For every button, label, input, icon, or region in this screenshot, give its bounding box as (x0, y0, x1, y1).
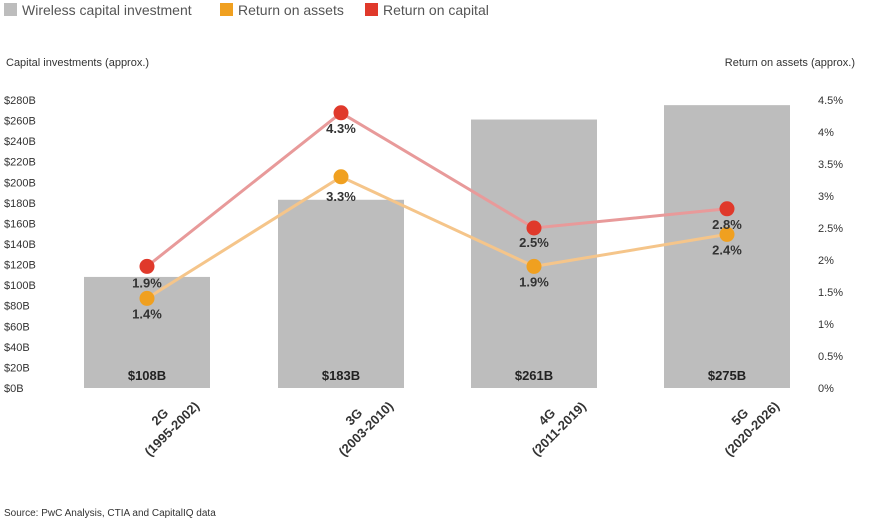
series-line-2 (146, 110, 728, 268)
legend-swatch-0 (4, 3, 17, 16)
right-tick-label: 3.5% (818, 159, 843, 171)
category-label-group: 3G(2003-2010) (335, 398, 396, 459)
left-tick-label: $280B (4, 95, 36, 107)
right-tick-label: 1% (818, 319, 834, 331)
bar-value-label: $183B (322, 368, 360, 383)
series-point-1 (139, 290, 155, 306)
category-label-years: (2011-2019) (529, 399, 589, 459)
right-tick-label: 2.5% (818, 223, 843, 235)
series-point-label-2: 4.3% (326, 121, 356, 136)
left-tick-label: $0B (4, 383, 24, 395)
left-tick-label: $20B (4, 362, 30, 374)
series-point-label-1: 1.4% (132, 306, 162, 321)
legend-swatch-2 (365, 3, 378, 16)
legend-swatch-1 (220, 3, 233, 16)
right-tick-label: 2% (818, 255, 834, 267)
left-tick-label: $260B (4, 116, 36, 128)
left-tick-label: $40B (4, 342, 30, 354)
series-point-2 (719, 201, 735, 217)
left-tick-label: $160B (4, 218, 36, 230)
left-axis: $0B $20B $40B $60B $80B $100B $120B $140B $160B $… (4, 95, 36, 395)
series-point-1 (333, 169, 349, 185)
bar-value-label: $108B (128, 368, 166, 383)
category-label-years: (2003-2010) (335, 398, 396, 459)
series-point-label-2: 2.8% (712, 217, 742, 232)
series-point-1 (719, 226, 735, 242)
category-label-years: (1995-2002) (141, 398, 202, 459)
left-tick-label: $180B (4, 198, 36, 210)
left-tick-label: $240B (4, 136, 36, 148)
bar-value-label: $275B (708, 368, 746, 383)
left-tick-label: $220B (4, 157, 36, 169)
lines: 1.4% 3.3% 1.9% 2.4% 1.9% 4.3% 2.5% 2.8% (132, 105, 742, 321)
left-tick-label: $140B (4, 239, 36, 251)
series-point-label-2: 2.5% (519, 235, 549, 250)
bar-value-label: $261B (515, 368, 553, 383)
series-point-label-1: 2.4% (712, 242, 742, 257)
left-tick-label: $200B (4, 177, 36, 189)
bar (471, 119, 597, 389)
category-label-group: 4G(2011-2019) (529, 399, 589, 459)
bar (278, 199, 404, 388)
series-point-label-1: 3.3% (326, 189, 356, 204)
series-line-1 (146, 175, 728, 300)
legend-label-1: Return on assets (238, 2, 344, 18)
series-point-1 (526, 258, 542, 274)
left-tick-label: $60B (4, 321, 30, 333)
category-label-group: 5G(2020-2026) (721, 398, 782, 459)
left-axis-title: Capital investments (approx.) (6, 57, 149, 69)
series-point-2 (333, 105, 349, 121)
left-tick-label: $120B (4, 260, 36, 272)
series-point-label-1: 1.9% (519, 274, 549, 289)
bar (664, 105, 790, 389)
right-axis: 0% 0.5% 1% 1.5% 2% 2.5% 3% 3.5% 4% 4.5% (818, 95, 843, 395)
left-tick-label: $100B (4, 280, 36, 292)
category-labels: 2G(1995-2002) 3G(2003-2010) 4G(2011-2019) 5… (141, 398, 782, 459)
series-point-2 (526, 220, 542, 236)
legend-label-2: Return on capital (383, 2, 489, 18)
left-tick-label: $80B (4, 301, 30, 313)
right-tick-label: 0% (818, 383, 834, 395)
source-note: Source: PwC Analysis, CTIA and CapitalIQ… (4, 508, 216, 519)
legend-label-0: Wireless capital investment (22, 2, 192, 18)
right-tick-label: 1.5% (818, 287, 843, 299)
right-tick-label: 4% (818, 127, 834, 139)
right-tick-label: 0.5% (818, 351, 843, 363)
series-point-label-2: 1.9% (132, 275, 162, 290)
right-axis-title: Return on assets (approx.) (725, 57, 855, 69)
category-label-group: 2G(1995-2002) (141, 398, 202, 459)
right-tick-label: 3% (818, 191, 834, 203)
category-label-years: (2020-2026) (721, 398, 782, 459)
series-point-2 (139, 258, 155, 274)
legend: Wireless capital investment Return on ass… (4, 2, 489, 18)
bars: $108B $183B $261B $275B (84, 105, 790, 389)
right-tick-label: 4.5% (818, 95, 843, 107)
